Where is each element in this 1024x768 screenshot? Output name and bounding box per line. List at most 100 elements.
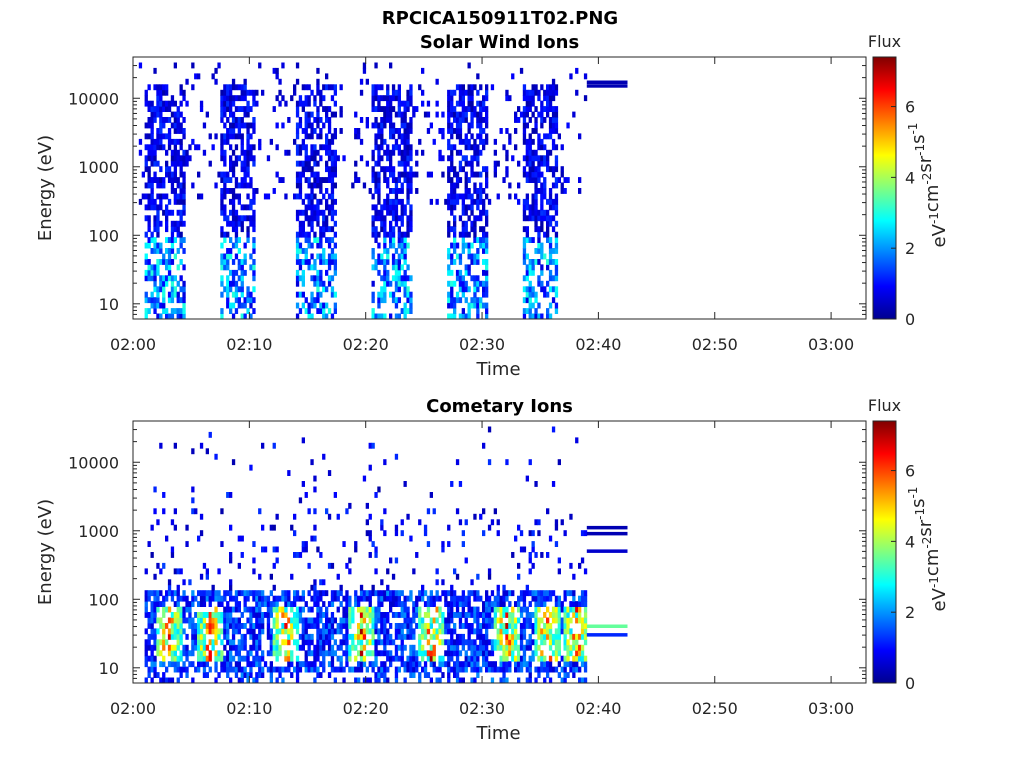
data-cell: [548, 535, 553, 542]
data-cell: [551, 78, 556, 85]
data-cell: [229, 639, 233, 646]
data-cell: [537, 231, 541, 238]
data-cell: [202, 633, 207, 640]
data-cell: [406, 633, 410, 640]
data-cell: [304, 133, 308, 140]
data-cell: [191, 448, 195, 455]
data-cell: [374, 188, 378, 194]
data-cell: [441, 128, 445, 134]
data-cell: [243, 155, 247, 162]
data-cell: [447, 650, 451, 657]
data-cell: [138, 149, 143, 156]
data-cell: [310, 275, 314, 282]
data-cell: [159, 568, 163, 575]
data-cell: [179, 231, 183, 238]
data-cell: [330, 160, 335, 167]
data-cell: [165, 209, 169, 216]
data-cell: [322, 313, 326, 320]
data-cell: [220, 595, 224, 602]
data-cell: [394, 138, 399, 145]
data-cell: [450, 286, 454, 293]
data-cell: [450, 650, 454, 657]
data-cell: [188, 601, 192, 607]
data-cell: [531, 193, 535, 200]
data-cell: [467, 595, 471, 602]
data-cell: [252, 633, 256, 640]
data-cell: [330, 291, 335, 298]
data-cell: [240, 89, 244, 96]
data-cell: [336, 623, 340, 629]
data-cell: [275, 122, 279, 129]
data-cell: [304, 155, 308, 162]
data-cell: [470, 655, 474, 662]
data-cell: [336, 573, 340, 580]
data-cell: [313, 275, 317, 282]
data-cell: [188, 144, 192, 151]
data-cell: [205, 590, 209, 597]
data-cell: [540, 590, 544, 597]
data-cell: [426, 655, 431, 662]
data-cell: [447, 231, 451, 238]
data-cell: [418, 138, 422, 145]
data-cell: [199, 106, 204, 112]
data-cell: [394, 248, 399, 254]
data-cell: [377, 198, 381, 205]
data-cell: [473, 106, 477, 112]
data-cell: [546, 633, 550, 640]
data-cell: [301, 280, 305, 287]
data-cell: [197, 612, 201, 618]
data-cell: [377, 128, 381, 134]
data-cell: [540, 155, 544, 162]
data-cell: [150, 231, 154, 238]
data-cell: [322, 639, 326, 646]
data-cell: [426, 111, 431, 118]
data-cell: [400, 215, 404, 222]
data-cell: [479, 612, 483, 618]
data-cell: [551, 144, 556, 151]
data-cell: [173, 166, 177, 173]
data-cell: [464, 182, 468, 189]
data-cell: [389, 242, 393, 249]
data-cell: [307, 661, 311, 668]
data-cell: [505, 171, 509, 178]
data-cell: [525, 138, 529, 145]
data-cell: [566, 639, 570, 646]
data-cell: [325, 286, 329, 293]
data-cell: [330, 209, 335, 216]
data-cell: [514, 111, 518, 118]
data-cell: [455, 291, 460, 298]
data-cell: [418, 623, 422, 629]
data-cell: [461, 89, 465, 96]
data-cell: [342, 666, 346, 673]
data-cell: [138, 62, 143, 69]
data-cell: [199, 655, 204, 662]
data-cell: [470, 275, 474, 282]
data-cell: [246, 237, 250, 243]
data-cell: [522, 138, 527, 145]
data-cell: [197, 73, 201, 80]
data-cell: [240, 259, 244, 265]
data-cell: [339, 644, 343, 651]
data-cell: [406, 149, 410, 156]
data-cell: [397, 259, 401, 265]
data-cell: [182, 644, 186, 651]
data-cell: [455, 650, 460, 657]
data-cell: [156, 562, 160, 569]
data-cell: [394, 612, 399, 618]
data-cell: [153, 171, 157, 178]
data-cell: [301, 541, 305, 547]
data-cell: [458, 633, 463, 640]
data-cell: [453, 182, 457, 189]
data-cell: [319, 644, 323, 651]
data-cell: [287, 149, 291, 156]
data-cell: [511, 639, 515, 646]
data-cell: [543, 144, 547, 151]
data-cell: [429, 650, 433, 657]
data-cell: [345, 628, 349, 635]
data-cell: [252, 100, 256, 107]
data-cell: [502, 177, 506, 183]
data-cell: [156, 242, 160, 249]
data-cell: [575, 617, 579, 624]
data-cell: [362, 655, 367, 662]
